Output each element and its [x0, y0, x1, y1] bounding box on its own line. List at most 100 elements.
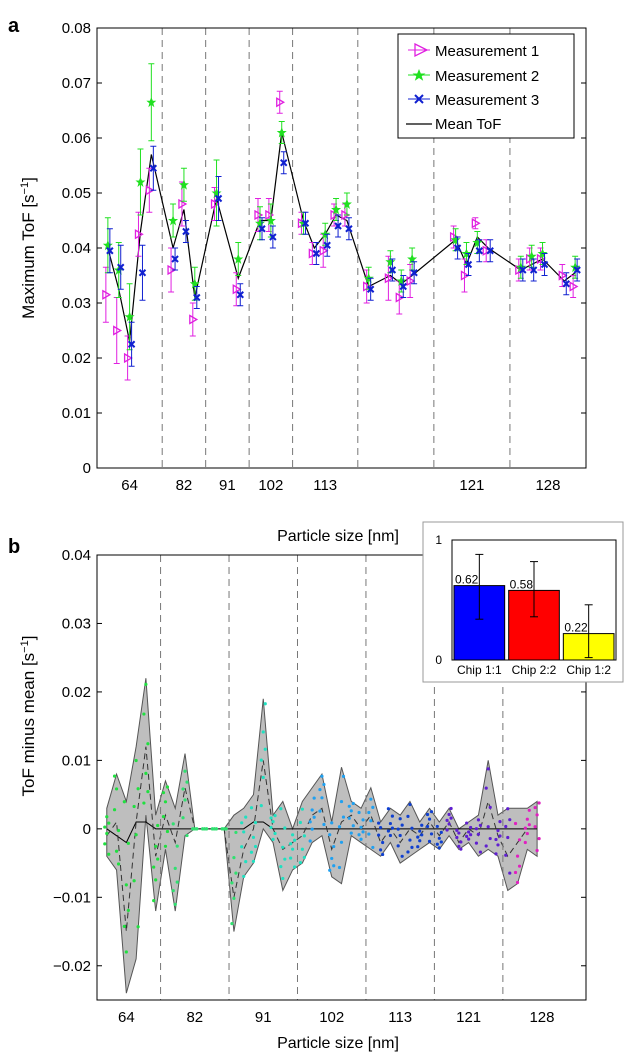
deviation-point: [371, 845, 375, 850]
ytick-label-a: 0.04: [62, 240, 91, 257]
deviation-point: [263, 702, 267, 706]
deviation-point: [494, 837, 498, 842]
deviation-band: [106, 678, 538, 994]
marker-x: [214, 194, 223, 203]
deviation-point: [251, 859, 256, 863]
deviation-point: [410, 845, 414, 849]
marker-star: [102, 240, 113, 251]
marker-x: [366, 285, 375, 293]
deviation-point: [156, 823, 160, 828]
marker-triangle: [102, 289, 112, 300]
deviation-point: [435, 842, 439, 846]
ytick-label-a: 0.08: [62, 20, 91, 37]
deviation-point: [281, 845, 285, 849]
deviation-point: [337, 865, 342, 870]
marker-x: [236, 291, 244, 299]
plot-frame-b: [96, 554, 587, 1001]
marker-triangle: [406, 275, 416, 287]
deviation-point: [408, 838, 412, 842]
point-measurement-1-5: [167, 247, 177, 293]
deviation-point: [406, 814, 410, 818]
deviation-point: [367, 810, 371, 815]
deviation-point: [517, 838, 522, 842]
marker-x: [182, 227, 190, 236]
deviation-point: [116, 828, 121, 833]
deviation-point: [318, 809, 322, 813]
deviation-point: [339, 799, 344, 804]
deviation-point: [406, 850, 410, 854]
ytick-label-a: 0.06: [62, 130, 91, 147]
deviation-point: [498, 820, 502, 824]
deviation-point: [535, 848, 539, 853]
deviation-point: [437, 846, 441, 850]
deviation-point: [124, 883, 128, 887]
inset-category-label-1: Chip 2:2: [512, 663, 557, 677]
deviation-point: [244, 859, 248, 864]
deviation-point: [152, 865, 156, 869]
deviation-point: [330, 821, 334, 825]
deviation-point: [447, 822, 451, 826]
ytick-label-a: 0: [83, 460, 91, 477]
zero-reference-line: [106, 821, 538, 844]
deviation-point: [515, 854, 520, 858]
legend-label-measurement-2: Measurement 2: [435, 68, 539, 85]
point-measurement-1-11: [265, 198, 275, 232]
marker-star: [450, 234, 461, 245]
deviation-point: [122, 924, 126, 928]
deviation-point: [249, 806, 254, 810]
deviation-point: [293, 838, 297, 842]
deviation-point: [298, 820, 302, 825]
deviation-point: [425, 824, 430, 829]
marker-x: [149, 164, 158, 172]
deviation-point: [349, 809, 353, 813]
point-measurement-3-2: [127, 321, 136, 367]
panel-b-letter: b: [8, 536, 20, 558]
deviation-point: [261, 775, 265, 780]
deviation-point: [455, 828, 459, 832]
deviation-point: [181, 816, 185, 820]
deviation-point: [379, 848, 383, 852]
deviation-point: [185, 833, 189, 838]
deviation-point: [293, 865, 297, 869]
deviation-point: [377, 833, 381, 837]
deviation-point: [318, 787, 322, 792]
legend-label-measurement-3: Measurement 3: [435, 92, 539, 109]
deviation-point: [300, 807, 304, 811]
deviation-point: [263, 747, 267, 751]
deviation-point: [517, 864, 522, 868]
ytick-label-a: 0.03: [62, 295, 91, 312]
deviation-point: [116, 862, 121, 866]
point-measurement-3-5: [171, 247, 179, 271]
deviation-point: [361, 818, 365, 822]
deviation-point: [136, 925, 140, 929]
deviation-point: [302, 855, 306, 860]
deviation-point: [361, 830, 365, 834]
deviation-point: [281, 876, 285, 881]
point-measurement-1-6: [178, 181, 188, 227]
deviation-point: [465, 834, 469, 839]
deviation-point: [513, 821, 518, 826]
inset-value-label-2: 0.22: [564, 621, 588, 635]
deviation-point: [504, 824, 508, 829]
deviation-point: [283, 857, 287, 861]
deviation-point: [455, 835, 459, 840]
deviation-point: [439, 830, 443, 834]
marker-star: [189, 278, 200, 289]
deviation-point: [302, 834, 306, 838]
marker-x: [269, 233, 277, 241]
deviation-point: [165, 785, 170, 789]
point-measurement-1-0: [102, 266, 112, 323]
deviation-point: [144, 771, 148, 775]
point-measurement-3-15: [323, 233, 331, 257]
marker-star: [146, 97, 157, 108]
deviation-point: [291, 833, 295, 837]
deviation-point: [173, 902, 177, 906]
deviation-point: [371, 805, 375, 809]
marker-x: [280, 159, 288, 167]
deviation-point: [253, 844, 258, 849]
point-measurement-2-15: [331, 198, 342, 221]
deviation-point: [105, 831, 109, 836]
deviation-point: [523, 826, 527, 830]
deviation-point: [171, 822, 175, 826]
